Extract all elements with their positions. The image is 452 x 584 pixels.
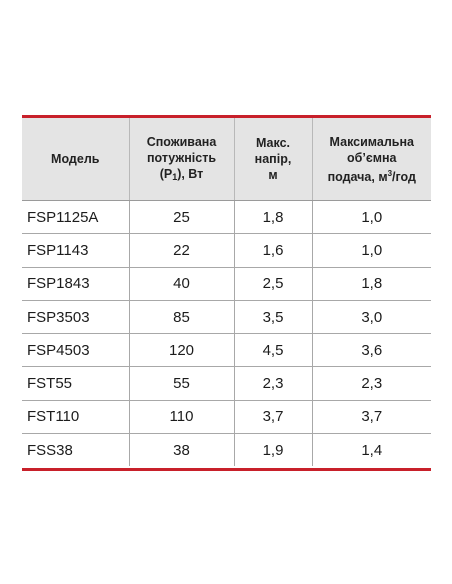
cell-head: 3,7 — [233, 399, 312, 434]
table-row: FSP1843 40 2,5 1,8 — [22, 266, 431, 301]
cell-flow: 3,0 — [311, 299, 431, 334]
table-top-rule — [22, 115, 431, 118]
cell-head: 1,6 — [233, 233, 312, 268]
cell-head: 1,9 — [233, 433, 312, 467]
cell-head: 2,3 — [233, 366, 312, 401]
cell-power: 25 — [128, 200, 234, 234]
cell-model: FSP1843 — [22, 266, 129, 301]
header-power: Споживана потужність (P1), Вт — [128, 118, 234, 201]
header-model: Модель — [22, 118, 129, 201]
cell-flow: 2,3 — [311, 366, 431, 401]
table-header-row: Модель Споживана потужність (P1), Вт Мак… — [22, 118, 431, 201]
cell-power: 38 — [128, 433, 234, 467]
table-row: FSP4503 120 4,5 3,6 — [22, 333, 431, 367]
cell-power: 55 — [128, 366, 234, 401]
header-flow: Максимальна об’ємна подача, м3/год — [311, 118, 431, 201]
cell-flow: 1,4 — [311, 433, 431, 467]
cell-model: FSP3503 — [22, 299, 129, 334]
cell-flow: 1,0 — [311, 233, 431, 268]
cell-head: 1,8 — [233, 200, 312, 234]
cell-model: FST110 — [22, 399, 129, 434]
cell-power: 85 — [128, 299, 234, 334]
cell-power: 120 — [128, 333, 234, 367]
table-row: FSP1143 22 1,6 1,0 — [22, 233, 431, 268]
table-bottom-rule — [22, 468, 431, 471]
cell-head: 2,5 — [233, 266, 312, 301]
cell-power: 22 — [128, 233, 234, 268]
cell-flow: 3,6 — [311, 333, 431, 367]
cell-model: FSS38 — [22, 433, 129, 467]
table-row: FSS38 38 1,9 1,4 — [22, 433, 431, 467]
cell-flow: 1,0 — [311, 200, 431, 234]
header-head: Макс. напір, м — [233, 118, 312, 201]
spec-table: Модель Споживана потужність (P1), Вт Мак… — [22, 118, 431, 467]
table-row: FST55 55 2,3 2,3 — [22, 366, 431, 401]
table-row: FST110 110 3,7 3,7 — [22, 399, 431, 434]
cell-flow: 3,7 — [311, 399, 431, 434]
cell-model: FSP1125A — [27, 208, 99, 226]
cell-head: 4,5 — [233, 333, 312, 367]
cell-model: FSP4503 — [22, 333, 129, 367]
cell-power: 110 — [128, 399, 234, 434]
cell-flow: 1,8 — [311, 266, 431, 301]
cell-model: FST55 — [22, 366, 129, 401]
table-row: FSP1125A 25 1,8 1,0 — [22, 200, 431, 234]
cell-power: 40 — [128, 266, 234, 301]
cell-head: 3,5 — [233, 299, 312, 334]
table-row: FSP3503 85 3,5 3,0 — [22, 299, 431, 334]
cell-model: FSP1143 — [22, 233, 129, 268]
